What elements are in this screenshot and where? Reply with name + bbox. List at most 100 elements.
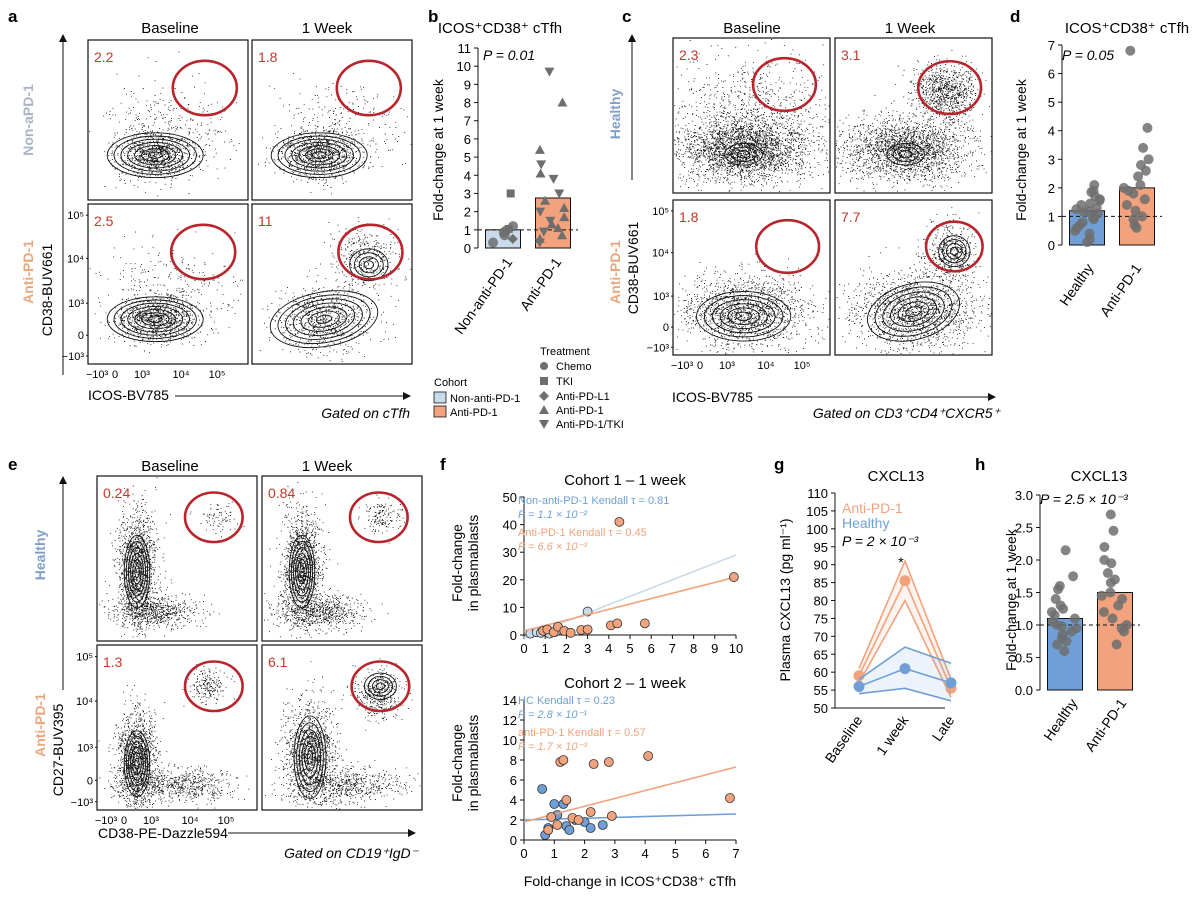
- c-y-arrowhead: [628, 34, 636, 42]
- y-tick-label: 1.0: [1015, 618, 1033, 633]
- flow-percent: 2.2: [94, 49, 114, 65]
- flow-plot-e-2: 1.3: [96, 644, 258, 811]
- flow-contour: [297, 559, 307, 585]
- flow-frame: [251, 39, 413, 201]
- e-y-tick: −10³: [71, 797, 94, 809]
- y-tick-label: 2: [464, 205, 471, 220]
- data-point: [1052, 639, 1063, 650]
- d-x-tick-anti-pd1: Anti-PD-1: [1097, 260, 1145, 319]
- f-top-stat-3: Anti-PD-1 Kendall τ = 0.45: [518, 527, 647, 539]
- flow-contour: [127, 141, 184, 169]
- flow-contour: [295, 553, 309, 591]
- scatter-point-HC: [597, 820, 608, 830]
- y-tick-label: 2: [510, 813, 517, 828]
- flow-gate: [916, 59, 983, 116]
- data-point: [1066, 626, 1077, 637]
- c-x-tick: −10³: [671, 360, 694, 372]
- f-top-ylabel-1: Fold-change: [449, 524, 465, 602]
- d-pvalue: P = 0.05: [1062, 47, 1114, 63]
- data-point: [1060, 545, 1071, 556]
- d-y-axis-label: Fold-change at 1 week: [1013, 78, 1029, 221]
- data-point: [1131, 222, 1142, 233]
- flow-contour: [134, 309, 177, 330]
- flow-contour: [886, 142, 925, 166]
- c-col-header-1week: 1 Week: [885, 20, 936, 37]
- g-title: CXCL13: [868, 468, 925, 485]
- d-title: ICOS⁺CD38⁺ cTfh: [1065, 20, 1189, 37]
- flow-percent: 2.3: [679, 47, 699, 63]
- flow-events: [836, 207, 992, 355]
- data-point: [1068, 571, 1079, 582]
- b-legend-anti-pd1: Anti-PD-1: [450, 407, 498, 419]
- y-tick-label: 30: [503, 545, 517, 560]
- data-point: [1135, 180, 1146, 190]
- e-x-tick: 10⁴: [182, 815, 199, 827]
- flow-events: [265, 658, 421, 810]
- y-tick-label: 100: [806, 522, 828, 537]
- data-point: [534, 238, 545, 248]
- y-tick-label: 0: [1048, 238, 1055, 253]
- b-legend-anti-pdl1: Anti-PD-L1: [556, 391, 610, 403]
- data-point: [535, 168, 546, 178]
- data-point: [544, 67, 555, 77]
- line-Anti-PD-1-lower: [858, 598, 952, 698]
- c-y-tick: 10⁵: [652, 206, 669, 218]
- fit-line-anti-PD-1: [523, 766, 737, 823]
- f-bottom-stat-4: P = 1.7 × 10⁻³: [518, 741, 587, 753]
- scatter-point-anti-PD-1: [588, 759, 599, 769]
- flow-contour: [296, 722, 324, 793]
- flow-contour: [141, 148, 170, 163]
- y-tick-label: 4: [1048, 124, 1055, 139]
- data-point: [1105, 587, 1116, 598]
- y-tick-label: 14: [503, 693, 517, 708]
- flow-frame: [96, 475, 258, 642]
- y-tick-label: 7: [1048, 38, 1055, 53]
- data-point: [1113, 600, 1124, 611]
- flow-contour: [270, 132, 368, 179]
- y-tick-label: 0.5: [1015, 651, 1033, 666]
- data-point: [1137, 211, 1148, 222]
- flow-contour: [130, 553, 144, 591]
- point-Healthy: [899, 663, 911, 675]
- y-tick-label: 8: [510, 753, 517, 768]
- g-legend-anti-pd1: Anti-PD-1: [842, 500, 903, 516]
- flow-contour: [898, 150, 913, 159]
- c-gated-label: Gated on CD3⁺CD4⁺CXCR5⁺: [813, 405, 1002, 421]
- scatter-point-anti-PD-1: [573, 815, 584, 825]
- flow-frame: [87, 39, 249, 201]
- c-row-label-healthy: Healthy: [607, 89, 623, 140]
- data-point: [1139, 194, 1150, 205]
- data-point: [507, 233, 518, 244]
- flow-contour: [134, 565, 140, 579]
- scatter-point-anti-PD-1: [543, 825, 554, 835]
- y-tick-label: 50: [503, 490, 517, 505]
- data-point: [536, 160, 547, 170]
- flow-contour: [942, 239, 967, 264]
- flow-plot-c-3: 7.7: [834, 199, 993, 356]
- e-y-axis-label: CD27-BUV395: [50, 703, 66, 796]
- b-legend-anti-pd1-tki: Anti-PD-1/TKI: [556, 419, 624, 431]
- data-point: [1071, 204, 1082, 215]
- flow-plot-a-0: 2.2: [87, 39, 249, 201]
- flow-contour: [349, 248, 389, 282]
- panel-c: c Baseline 1 Week Healthy Anti-PD-1 CD38…: [607, 7, 1002, 421]
- x-tick-label: 2: [581, 846, 588, 861]
- flow-gate: [183, 660, 244, 713]
- c-col-header-baseline: Baseline: [723, 20, 781, 37]
- c-x-tick: 10⁴: [758, 360, 775, 372]
- flow-events: [836, 49, 992, 192]
- scatter-point-HC: [564, 825, 575, 835]
- flow-frame: [672, 37, 831, 194]
- y-tick-label: 1.5: [1015, 586, 1033, 601]
- c-x-tick: 0: [697, 360, 703, 372]
- h-pvalue: P = 2.5 × 10⁻³: [1040, 491, 1128, 507]
- panel-e: e Baseline 1 Week Healthy Anti-PD-1 CD27…: [8, 455, 423, 861]
- data-point: [559, 203, 570, 212]
- b-legend-tki: TKI: [556, 376, 573, 388]
- y-tick-label: 0: [510, 833, 517, 848]
- x-tick-label: 4: [642, 846, 649, 861]
- flow-events: [98, 664, 250, 809]
- flow-contour: [696, 291, 792, 342]
- flow-contour: [128, 741, 146, 787]
